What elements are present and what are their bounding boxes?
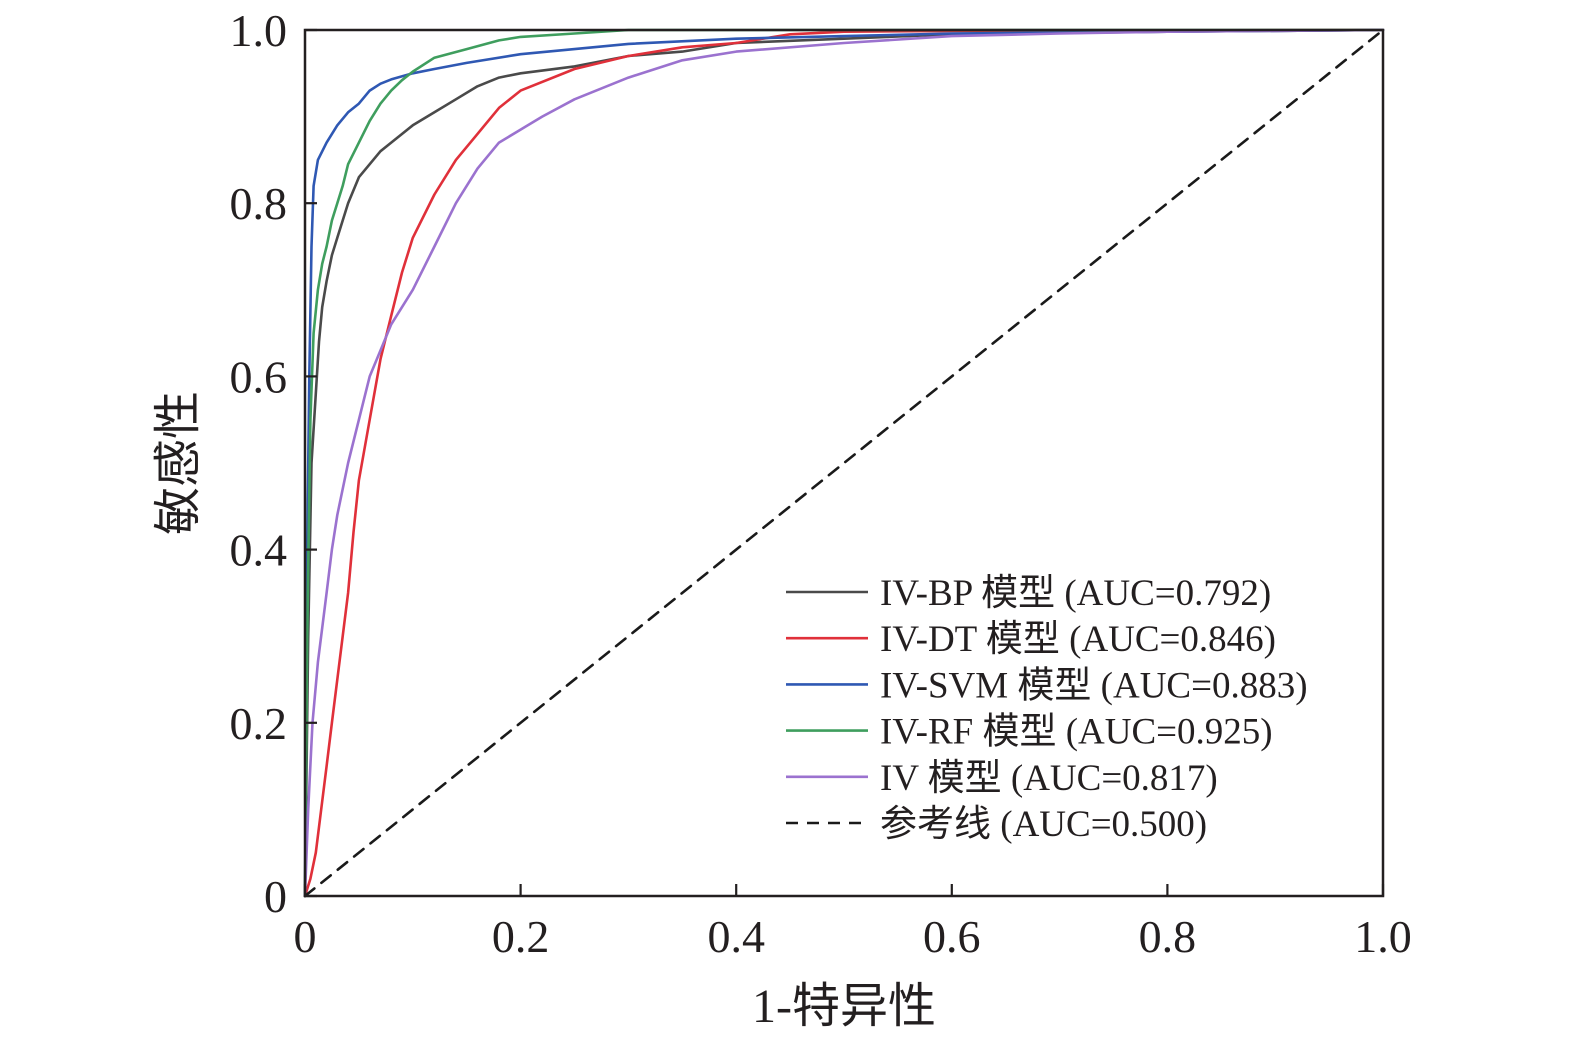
y-axis-title: 敏感性 xyxy=(152,391,205,535)
y-tick-label: 0.8 xyxy=(230,178,288,229)
x-tick-label: 0 xyxy=(294,911,317,962)
roc-series-line-5 xyxy=(303,28,1385,898)
x-tick-label: 0.8 xyxy=(1139,911,1197,962)
legend-label: IV-DT 模型 (AUC=0.846) xyxy=(880,618,1276,660)
roc-series-line-2 xyxy=(303,28,1385,898)
y-tick-label: 0 xyxy=(264,871,287,922)
x-tick-label: 0.2 xyxy=(492,911,550,962)
legend-label: IV-RF 模型 (AUC=0.925) xyxy=(880,711,1273,753)
x-tick-label: 0.6 xyxy=(923,911,981,962)
legend-label: 参考线 (AUC=0.500) xyxy=(880,803,1207,845)
legend-label: IV-SVM 模型 (AUC=0.883) xyxy=(880,664,1308,706)
legend-label: IV 模型 (AUC=0.817) xyxy=(880,757,1218,799)
y-tick-label: 0.6 xyxy=(230,351,288,402)
roc-series-line-4 xyxy=(303,28,1385,898)
y-tick-label: 0.2 xyxy=(230,698,288,749)
plot-area-frame xyxy=(303,28,1385,898)
roc-series-line-3 xyxy=(303,28,1385,898)
roc-series-line-6 xyxy=(303,28,1385,898)
y-tick-label: 0.4 xyxy=(230,525,288,576)
x-tick-label: 1.0 xyxy=(1354,911,1412,962)
series-layer xyxy=(303,28,1385,898)
axis-ticks: 0 0.2 0.4 0.6 0.8 1.0 0 0.2 0.4 0.6 0.8 1.0 xyxy=(230,5,1412,962)
legend-label: IV-BP 模型 (AUC=0.792) xyxy=(880,572,1271,614)
roc-series-line-1 xyxy=(303,28,1385,898)
legend: IV-BP 模型 (AUC=0.792)IV-DT 模型 (AUC=0.846)… xyxy=(786,572,1308,845)
x-tick-label: 0.4 xyxy=(707,911,765,962)
x-axis-title: 1-特异性 xyxy=(752,980,936,1033)
y-tick-label: 1.0 xyxy=(230,5,288,56)
